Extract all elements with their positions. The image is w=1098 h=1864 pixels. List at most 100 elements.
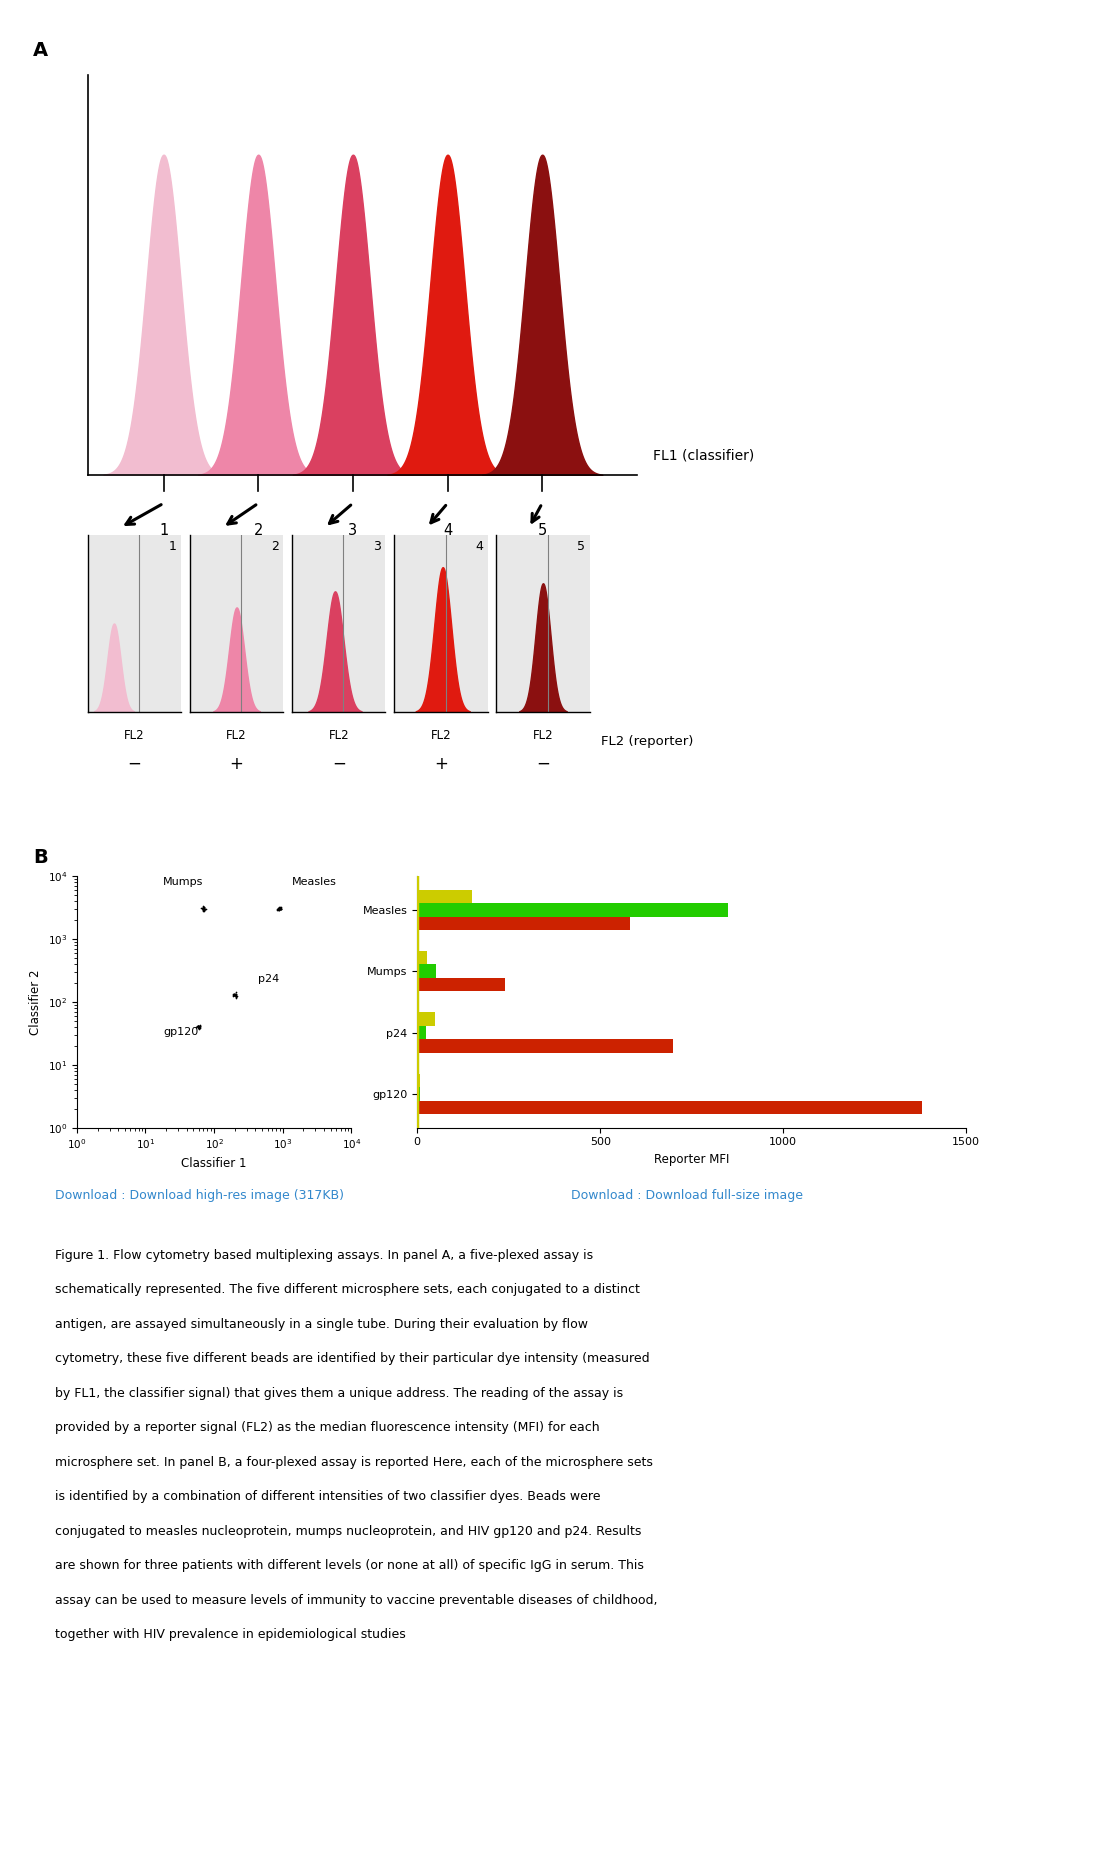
Bar: [417, 951, 427, 964]
Text: schematically represented. The five different microsphere sets, each conjugated : schematically represented. The five diff…: [55, 1282, 640, 1295]
Point: [189, 1012, 206, 1042]
Point: [270, 893, 288, 923]
Point: [194, 895, 212, 925]
Point: [192, 893, 210, 923]
Point: [225, 979, 243, 1008]
Point: [271, 893, 289, 923]
Text: FL2: FL2: [124, 729, 145, 742]
Point: [194, 893, 212, 923]
Point: [226, 980, 244, 1010]
Text: gp120: gp120: [164, 1027, 199, 1036]
Point: [188, 1010, 205, 1040]
Point: [190, 1014, 208, 1044]
Point: [270, 893, 288, 923]
Point: [271, 893, 289, 923]
Point: [227, 977, 245, 1007]
Point: [270, 893, 288, 923]
Text: −: −: [332, 755, 346, 774]
Point: [194, 893, 212, 923]
Point: [227, 982, 245, 1012]
Text: p24: p24: [258, 973, 280, 984]
Text: 5: 5: [538, 524, 547, 539]
Point: [195, 893, 213, 923]
Text: 1: 1: [159, 524, 168, 539]
Point: [225, 980, 243, 1010]
Point: [270, 893, 288, 923]
Point: [271, 895, 289, 925]
Point: [194, 891, 212, 921]
Point: [271, 893, 289, 923]
Point: [270, 893, 288, 923]
Point: [269, 895, 287, 925]
Point: [272, 895, 290, 925]
Text: 4: 4: [442, 524, 452, 539]
Text: 3: 3: [348, 524, 358, 539]
Point: [268, 893, 285, 923]
Text: FL2: FL2: [533, 729, 553, 742]
Point: [226, 979, 244, 1008]
Text: 3: 3: [373, 541, 381, 554]
Point: [190, 1012, 208, 1042]
Point: [194, 897, 212, 926]
Text: 1: 1: [169, 541, 177, 554]
Point: [191, 1012, 209, 1042]
Text: is identified by a combination of different intensities of two classifier dyes. : is identified by a combination of differ…: [55, 1491, 601, 1502]
Bar: [417, 1102, 922, 1115]
Text: cytometry, these five different beads are identified by their particular dye int: cytometry, these five different beads ar…: [55, 1353, 650, 1364]
Point: [193, 893, 211, 923]
Y-axis label: Classifier 2: Classifier 2: [29, 969, 42, 1035]
Text: Figure 1. Flow cytometry based multiplexing assays. In panel A, a five-plexed as: Figure 1. Flow cytometry based multiplex…: [55, 1249, 593, 1262]
Point: [195, 895, 213, 925]
Bar: [417, 889, 472, 902]
Text: FL1 (classifier): FL1 (classifier): [653, 447, 754, 462]
Point: [190, 1010, 208, 1040]
Text: by FL1, the classifier signal) that gives them a unique address. The reading of : by FL1, the classifier signal) that give…: [55, 1387, 623, 1400]
Point: [270, 893, 288, 923]
Point: [194, 895, 212, 925]
Text: Mumps: Mumps: [164, 878, 203, 887]
Point: [226, 979, 244, 1008]
Point: [189, 1012, 206, 1042]
Text: Download : Download high-res image (317KB): Download : Download high-res image (317K…: [55, 1189, 344, 1202]
Point: [272, 895, 290, 925]
Text: FL2 (reporter): FL2 (reporter): [601, 736, 693, 747]
X-axis label: Classifier 1: Classifier 1: [181, 1158, 247, 1171]
Point: [191, 1012, 209, 1042]
Text: Download : Download full-size image: Download : Download full-size image: [571, 1189, 803, 1202]
Point: [195, 895, 213, 925]
Point: [190, 1010, 208, 1040]
Bar: [417, 902, 728, 917]
Point: [195, 893, 213, 923]
Text: 2: 2: [271, 541, 279, 554]
Text: antigen, are assayed simultaneously in a single tube. During their evaluation by: antigen, are assayed simultaneously in a…: [55, 1318, 587, 1331]
Bar: [417, 917, 629, 930]
Text: A: A: [33, 41, 48, 60]
Point: [189, 1010, 206, 1040]
Point: [195, 895, 213, 925]
Point: [226, 980, 244, 1010]
Point: [226, 980, 244, 1010]
Text: microsphere set. In panel B, a four-plexed assay is reported Here, each of the m: microsphere set. In panel B, a four-plex…: [55, 1456, 653, 1469]
Point: [189, 1012, 206, 1042]
Point: [190, 1012, 208, 1042]
Point: [191, 1010, 209, 1040]
Point: [225, 980, 243, 1010]
Point: [226, 979, 244, 1008]
Point: [190, 1014, 208, 1044]
Point: [269, 895, 287, 925]
Point: [191, 1014, 209, 1044]
Point: [190, 1012, 208, 1042]
Point: [227, 980, 245, 1010]
Point: [227, 979, 245, 1008]
Point: [191, 1012, 209, 1042]
Text: B: B: [33, 848, 47, 867]
Point: [189, 1012, 206, 1042]
Point: [226, 979, 244, 1008]
Point: [270, 893, 288, 923]
Point: [190, 1012, 208, 1042]
Point: [194, 893, 212, 923]
Text: Measles: Measles: [292, 878, 337, 887]
Point: [194, 893, 212, 923]
Point: [225, 980, 243, 1010]
Point: [190, 1014, 208, 1044]
